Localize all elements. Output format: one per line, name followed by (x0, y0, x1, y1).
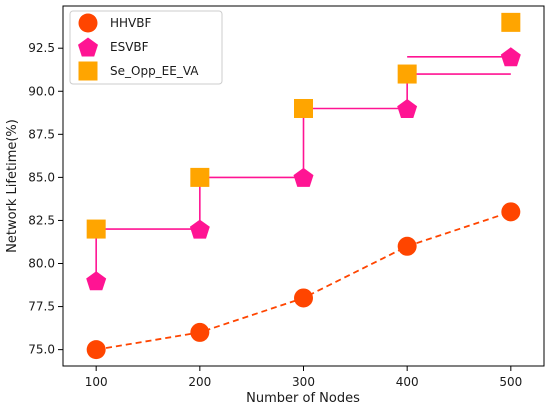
y-tick-label: 80.0 (28, 257, 55, 271)
legend-box (69, 10, 223, 85)
series-esvbf (86, 47, 521, 291)
series-se-opp-ee-va (86, 12, 521, 239)
y-tick-label: 75.0 (28, 343, 55, 357)
data-point (86, 219, 106, 239)
legend-label: Se_Opp_EE_VA (110, 64, 199, 78)
y-tick-label: 92.5 (28, 41, 55, 55)
step-line-group (95, 56, 511, 281)
legend-marker (78, 37, 98, 57)
data-point (397, 236, 417, 256)
data-point (500, 47, 521, 67)
y-tick-label: 85.0 (28, 170, 55, 184)
data-point (293, 167, 314, 187)
legend-label: ESVBF (110, 40, 149, 54)
x-tick-label: 100 (85, 375, 108, 389)
data-point (397, 99, 418, 118)
x-axis-ticks: 100 200 300 400 500 (85, 366, 522, 389)
legend-entry: HHVBF (78, 13, 151, 33)
legend-label: HHVBF (110, 16, 151, 30)
data-point (190, 322, 210, 342)
y-tick-label: 87.5 (28, 127, 55, 141)
x-tick-label: 500 (499, 375, 522, 389)
data-point (501, 12, 521, 32)
legend-marker (78, 61, 98, 81)
legend-marker (78, 13, 98, 33)
x-tick-label: 400 (396, 375, 419, 389)
x-tick-label: 200 (188, 375, 211, 389)
data-point (86, 340, 106, 360)
y-axis-ticks: 75.0 77.5 80.0 82.5 85.0 87.5 90.0 92.5 (28, 41, 63, 357)
y-axis-label: Network Lifetime(%) (5, 119, 20, 253)
data-point (86, 271, 107, 291)
data-point (294, 288, 313, 308)
y-tick-label: 82.5 (28, 213, 55, 227)
x-tick-label: 300 (292, 375, 315, 389)
data-point (397, 64, 417, 84)
data-point (294, 98, 313, 118)
data-point (189, 219, 210, 239)
legend-entry: ESVBF (78, 37, 149, 57)
legend: HHVBF ESVBF Se_Opp_EE_VA (69, 10, 223, 85)
y-tick-label: 77.5 (28, 300, 55, 314)
data-point (501, 202, 521, 222)
step-line (95, 56, 511, 281)
x-axis-label: Number of Nodes (246, 391, 360, 406)
data-point (190, 167, 210, 187)
y-tick-label: 90.0 (28, 84, 55, 98)
series-group (86, 12, 521, 360)
series-hhvbf (86, 202, 521, 360)
legend-entry: Se_Opp_EE_VA (78, 61, 199, 81)
